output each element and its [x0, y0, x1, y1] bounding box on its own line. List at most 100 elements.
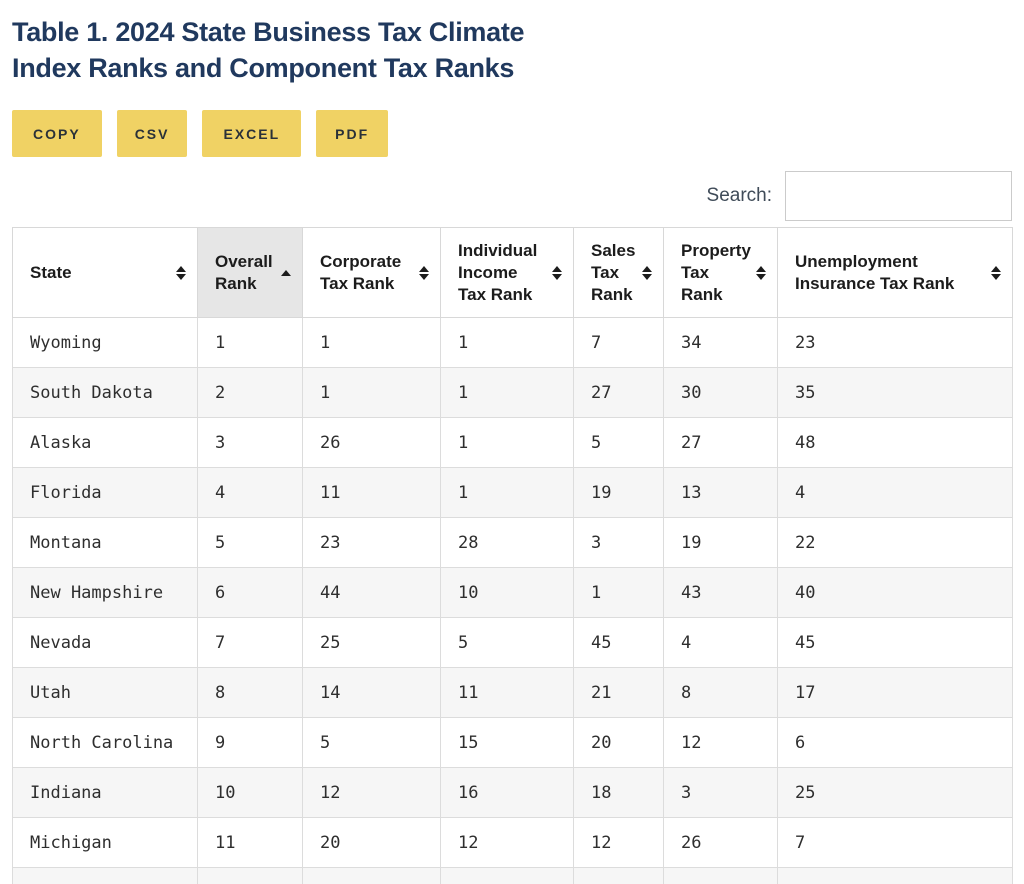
property-rank-cell: 34 [663, 317, 778, 368]
corporate-rank-cell: 26 [302, 417, 441, 468]
column-header-corporate-tax-rank[interactable]: Corporate Tax Rank [302, 227, 441, 318]
pdf-button[interactable]: PDF [316, 110, 389, 157]
column-header-unemployment-insurance-tax-rank[interactable]: Unemployment Insurance Tax Rank [777, 227, 1013, 318]
property-rank-cell: 19 [663, 517, 778, 568]
overall-rank-cell: 4 [197, 467, 303, 518]
sort-both-icon [756, 265, 766, 280]
search-label: Search: [706, 185, 772, 206]
table-row-partial [12, 867, 1013, 884]
sales-rank-cell: 12 [573, 817, 664, 868]
column-header-overall-rank[interactable]: Overall Rank [197, 227, 303, 318]
column-header-individual-income-tax-rank[interactable]: Individual Income Tax Rank [440, 227, 574, 318]
column-header-label: Individual Income Tax Rank [458, 240, 538, 304]
property-rank-cell: 30 [663, 367, 778, 418]
sort-both-icon [991, 265, 1001, 280]
column-header-state[interactable]: State [12, 227, 198, 318]
overall-rank-cell: 1 [197, 317, 303, 368]
unemployment-rank-cell: 22 [777, 517, 1013, 568]
overall-rank-cell: 7 [197, 617, 303, 668]
table-row-new-hampshire: New Hampshire 6 44 10 1 43 40 [12, 567, 1013, 618]
copy-button[interactable]: COPY [12, 110, 102, 157]
export-button-row: COPY CSV EXCEL PDF [12, 110, 1012, 157]
page-title: Table 1. 2024 State Business Tax Climate… [12, 14, 1012, 86]
sales-rank-cell: 21 [573, 667, 664, 718]
unemployment-rank-cell: 35 [777, 367, 1013, 418]
state-cell: Utah [12, 667, 198, 718]
empty-cell [777, 867, 1013, 884]
empty-cell [573, 867, 664, 884]
table-row-michigan: Michigan 11 20 12 12 26 7 [12, 817, 1013, 868]
csv-button[interactable]: CSV [116, 110, 188, 157]
property-rank-cell: 13 [663, 467, 778, 518]
empty-cell [302, 867, 441, 884]
unemployment-rank-cell: 7 [777, 817, 1013, 868]
corporate-rank-cell: 5 [302, 717, 441, 768]
state-cell: Wyoming [12, 317, 198, 368]
state-cell: Montana [12, 517, 198, 568]
column-header-property-tax-rank[interactable]: Property Tax Rank [663, 227, 778, 318]
unemployment-rank-cell: 40 [777, 567, 1013, 618]
tax-climate-table: State Overall Rank Corporate Tax Rank Indiv… [12, 227, 1013, 884]
table-row-nevada: Nevada 7 25 5 45 4 45 [12, 617, 1013, 668]
state-cell: Florida [12, 467, 198, 518]
empty-cell [663, 867, 778, 884]
property-rank-cell: 43 [663, 567, 778, 618]
sales-rank-cell: 7 [573, 317, 664, 368]
unemployment-rank-cell: 17 [777, 667, 1013, 718]
sales-rank-cell: 45 [573, 617, 664, 668]
overall-rank-cell: 9 [197, 717, 303, 768]
state-cell: New Hampshire [12, 567, 198, 618]
corporate-rank-cell: 11 [302, 467, 441, 518]
table-row-utah: Utah 8 14 11 21 8 17 [12, 667, 1013, 718]
state-cell: Nevada [12, 617, 198, 668]
state-cell: South Dakota [12, 367, 198, 418]
column-header-label: Corporate Tax Rank [320, 251, 402, 293]
unemployment-rank-cell: 48 [777, 417, 1013, 468]
state-cell: Alaska [12, 417, 198, 468]
column-header-label: Overall Rank [215, 251, 273, 293]
table-row-wyoming: Wyoming 1 1 1 7 34 23 [12, 317, 1013, 368]
property-rank-cell: 12 [663, 717, 778, 768]
sales-rank-cell: 3 [573, 517, 664, 568]
state-cell: North Carolina [12, 717, 198, 768]
property-rank-cell: 3 [663, 767, 778, 818]
sort-both-icon [419, 265, 429, 280]
excel-button[interactable]: EXCEL [202, 110, 302, 157]
sales-rank-cell: 1 [573, 567, 664, 618]
property-rank-cell: 4 [663, 617, 778, 668]
sales-rank-cell: 5 [573, 417, 664, 468]
sales-rank-cell: 20 [573, 717, 664, 768]
page-title-line-1: Table 1. 2024 State Business Tax Climate [12, 17, 525, 47]
corporate-rank-cell: 1 [302, 367, 441, 418]
individual-rank-cell: 12 [440, 817, 574, 868]
table-row-south-dakota: South Dakota 2 1 1 27 30 35 [12, 367, 1013, 418]
property-rank-cell: 8 [663, 667, 778, 718]
individual-rank-cell: 1 [440, 417, 574, 468]
column-header-label: Unemployment Insurance Tax Rank [795, 251, 955, 293]
table-header: State Overall Rank Corporate Tax Rank Indiv… [12, 227, 1013, 318]
corporate-rank-cell: 44 [302, 567, 441, 618]
page-title-line-2: Index Ranks and Component Tax Ranks [12, 53, 515, 83]
overall-rank-cell: 5 [197, 517, 303, 568]
overall-rank-cell: 11 [197, 817, 303, 868]
sales-rank-cell: 19 [573, 467, 664, 518]
overall-rank-cell: 6 [197, 567, 303, 618]
search-input[interactable] [785, 171, 1012, 221]
empty-cell [440, 867, 574, 884]
individual-rank-cell: 11 [440, 667, 574, 718]
unemployment-rank-cell: 6 [777, 717, 1013, 768]
column-header-label: State [30, 262, 72, 282]
table-row-montana: Montana 5 23 28 3 19 22 [12, 517, 1013, 568]
individual-rank-cell: 15 [440, 717, 574, 768]
sort-both-icon [642, 265, 652, 280]
property-rank-cell: 26 [663, 817, 778, 868]
individual-rank-cell: 1 [440, 317, 574, 368]
state-cell: Michigan [12, 817, 198, 868]
sort-both-icon [176, 265, 186, 280]
table-row-alaska: Alaska 3 26 1 5 27 48 [12, 417, 1013, 468]
column-header-sales-tax-rank[interactable]: Sales Tax Rank [573, 227, 664, 318]
state-cell: Indiana [12, 767, 198, 818]
overall-rank-cell: 3 [197, 417, 303, 468]
overall-rank-cell: 10 [197, 767, 303, 818]
individual-rank-cell: 1 [440, 367, 574, 418]
